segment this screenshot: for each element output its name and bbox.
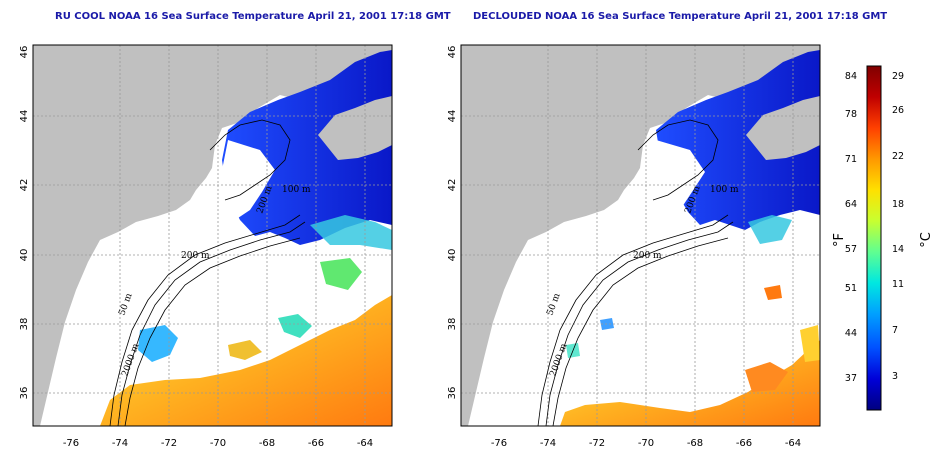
lon-tick-label: -64 [357,438,373,449]
lat-tick-label: 36 [447,387,458,400]
grid-lines [461,45,820,426]
lat-tick-label: 40 [447,249,458,262]
celsius-tick: 3 [892,371,898,382]
contour-label-200m: 200 m [633,251,662,261]
celsius-unit-label: °C [919,232,934,248]
lon-tick-label: -72 [589,438,605,449]
fahrenheit-tick: 44 [845,328,857,339]
celsius-tick: 7 [892,325,898,336]
lat-tick-label: 44 [19,110,30,123]
panel-left-title: RU COOL NOAA 16 Sea Surface Temperature … [55,11,451,22]
fahrenheit-unit-label: °F [832,233,847,247]
fahrenheit-tick: 51 [845,283,857,294]
lon-tick-label: -72 [161,438,177,449]
water-patch [228,340,262,360]
map-panel-left: 200 m 2000 m 50 m 100 m 200 m 46 44 42 4… [19,44,393,449]
nova-scotia-coast [318,96,392,160]
contour-label-100m: 100 m [710,185,739,195]
water-patch [320,258,362,290]
bathymetry-contours [537,119,734,426]
celsius-tick: 26 [892,105,904,116]
lat-tick-label: 46 [447,46,458,59]
water-patch [800,325,820,362]
fahrenheit-tick: 71 [845,154,857,165]
lon-tick-label: -68 [259,438,275,449]
bathymetry-contours [109,119,306,426]
celsius-tick: 29 [892,71,904,82]
lat-tick-label: 42 [447,179,458,192]
grid-lines [33,45,392,426]
contour-label-200m: 200 m [181,251,210,261]
lon-axis-right: -76 -74 -72 -70 -68 -66 -64 [491,438,801,449]
fahrenheit-tick: 78 [845,109,857,120]
lon-tick-label: -68 [687,438,703,449]
shelf-water-cyan [748,215,792,244]
temperature-colorbar: 84 78 71 64 57 51 44 37 29 26 22 18 14 1… [832,65,934,411]
colorbar-gradient [866,65,882,411]
colorbar-fahrenheit-ticks: 84 78 71 64 57 51 44 37 [845,71,857,384]
shelf-water-cyan [310,215,392,250]
land-mass [461,45,820,426]
land-mass [33,45,392,426]
lat-tick-label: 36 [19,387,30,400]
water-patch [764,285,782,300]
panel-right-title: DECLOUDED NOAA 16 Sea Surface Temperatur… [473,11,888,22]
celsius-tick: 11 [892,279,904,290]
lat-axis-right: 46 44 42 40 38 36 [447,46,458,400]
lon-tick-label: -66 [736,438,752,449]
lat-tick-label: 38 [447,318,458,331]
lon-tick-label: -64 [785,438,801,449]
lon-tick-label: -70 [638,438,654,449]
lon-axis-left: -76 -74 -72 -70 -68 -66 -64 [63,438,373,449]
cold-water-region [222,50,392,245]
panel-left-frame [32,44,393,427]
lon-tick-label: -74 [112,438,128,449]
lon-tick-label: -66 [308,438,324,449]
water-patch [278,314,312,338]
map-panel-right: 200 m 2000 m 50 m 100 m 200 m 46 44 42 4… [447,44,821,449]
celsius-tick: 14 [892,244,904,255]
lat-tick-label: 44 [447,110,458,123]
fahrenheit-tick: 57 [845,244,857,255]
celsius-tick: 18 [892,199,904,210]
celsius-tick: 22 [892,151,904,162]
lon-tick-label: -76 [491,438,507,449]
contour-label-100m: 100 m [282,185,311,195]
lat-axis-left: 46 44 42 40 38 36 [19,46,30,400]
lat-tick-label: 38 [19,318,30,331]
lon-tick-label: -70 [210,438,226,449]
colorbar-celsius-ticks: 29 26 22 18 14 11 7 3 [892,71,904,382]
gulf-stream-warm-water [560,340,820,426]
fahrenheit-tick: 37 [845,373,857,384]
panel-right-frame [460,44,821,427]
cloud-patch [222,140,275,220]
lat-tick-label: 42 [19,179,30,192]
fahrenheit-tick: 84 [845,71,857,82]
lon-tick-label: -76 [63,438,79,449]
lat-tick-label: 40 [19,249,30,262]
nova-scotia-coast [746,96,820,160]
lat-tick-label: 46 [19,46,30,59]
water-patch [138,325,178,362]
cloud-patch [652,140,705,218]
lon-tick-label: -74 [540,438,556,449]
fahrenheit-tick: 64 [845,199,857,210]
water-patch [745,362,788,392]
